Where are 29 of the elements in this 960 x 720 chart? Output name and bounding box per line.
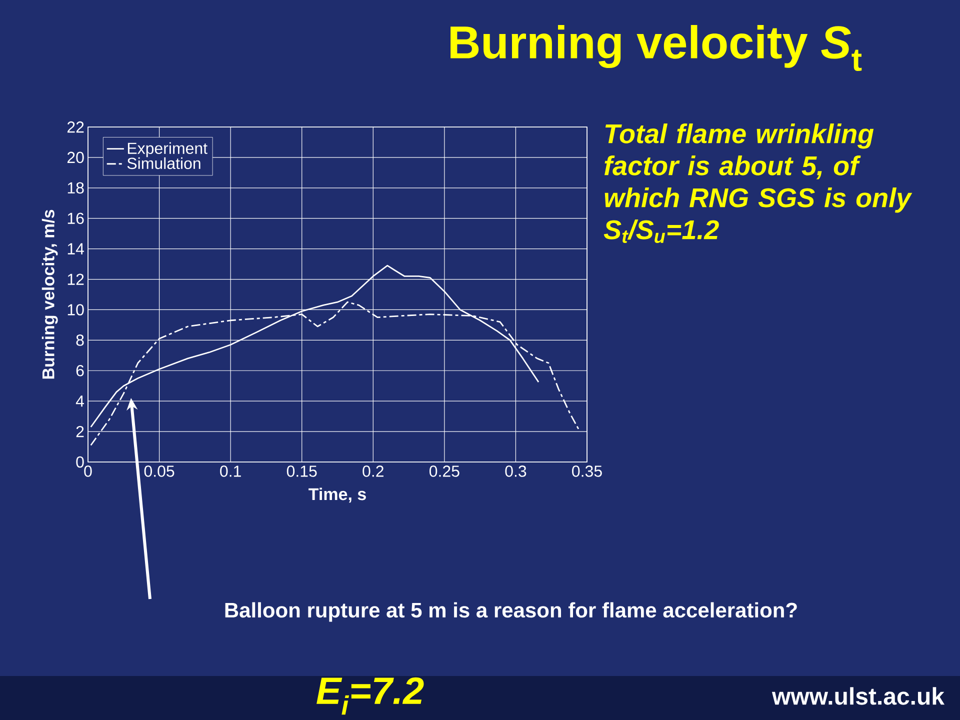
y-tick-label: 6 — [76, 364, 84, 376]
y-tick-label: 16 — [68, 212, 84, 224]
y-tick-label: 14 — [68, 243, 84, 254]
y-tick-label: 4 — [76, 396, 84, 407]
y-tick-label: 12 — [68, 274, 84, 285]
text: E$_{i}$=7.2 — [316, 677, 424, 715]
y-axis-title: Burning velocity, m/s — [42, 210, 58, 379]
y-tick-label: 8 — [76, 334, 84, 346]
x-axis-title: Time, s — [308, 488, 366, 503]
legend-label: Simulation — [127, 157, 200, 170]
legend-label: Experiment — [128, 142, 208, 158]
text: www.ulst.ac.uk — [772, 687, 945, 705]
x-tick-label: 0.15 — [286, 466, 317, 477]
x-tick-label: 0.2 — [362, 466, 384, 477]
text: Total flame wrinkling factor is about 5, of which RNG SGS is only S$_{t}$/S$_{u}$=1.2 — [604, 124, 912, 243]
x-tick-label: 0.35 — [572, 466, 602, 477]
x-tick-label: 0.25 — [429, 466, 460, 477]
y-tick-label: 0 — [76, 456, 84, 468]
y-tick-label: 22 — [67, 121, 84, 133]
y-tick-label: 18 — [68, 182, 84, 194]
text: Balloon rupture at 5 m is a reason for flame acceleration? — [225, 602, 797, 622]
y-tick-label: 10 — [68, 304, 84, 316]
y-tick-label: 20 — [67, 152, 84, 164]
x-tick-label: 0.05 — [144, 466, 174, 477]
chart-title: Burning velocity S$_{t}$ — [450, 24, 862, 72]
x-tick-label: 0.1 — [220, 466, 241, 477]
y-tick-label: 2 — [76, 426, 84, 438]
x-tick-label: 0 — [84, 466, 92, 477]
x-tick-label: 0.3 — [505, 466, 526, 477]
